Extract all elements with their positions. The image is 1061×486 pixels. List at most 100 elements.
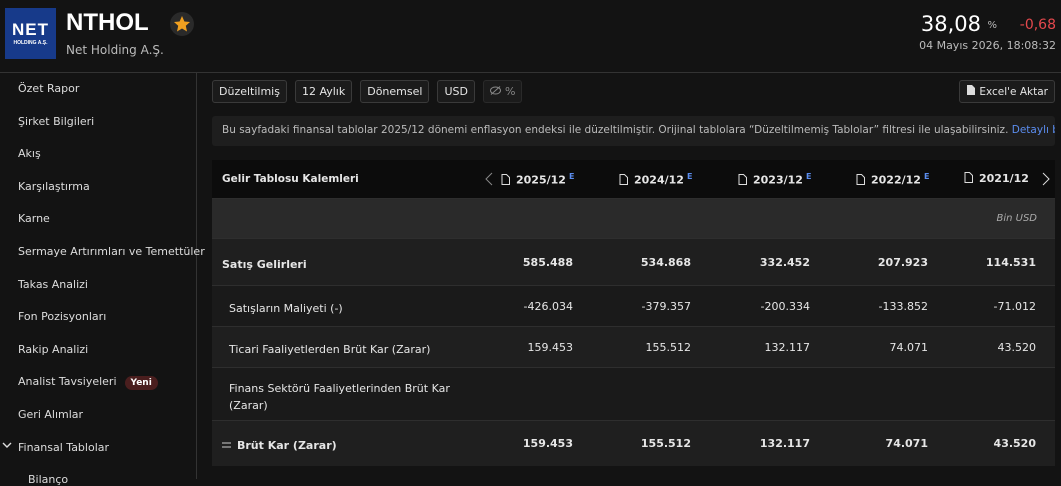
file-icon — [967, 85, 976, 95]
cell-value: 43.520 — [993, 437, 1036, 450]
sidebar-item[interactable]: Özet Rapor — [18, 82, 79, 95]
table-title: Gelir Tablosu Kalemleri — [222, 173, 359, 185]
notice-text: Bu sayfadaki finansal tablolar 2025/12 d… — [222, 124, 1009, 136]
file-icon — [738, 173, 747, 185]
cell-value: 114.531 — [985, 255, 1036, 269]
column-label: 2023/12 — [753, 173, 803, 187]
row-label: Satış Gelirleri — [222, 256, 452, 273]
sidebar-label: Özet Rapor — [18, 82, 80, 95]
sidebar-item[interactable]: Takas Analizi — [18, 278, 88, 291]
column-label: 2024/12 — [634, 173, 684, 187]
file-icon — [856, 173, 865, 185]
sidebar-item[interactable]: Rakip Analizi — [18, 343, 88, 356]
file-icon — [619, 173, 628, 185]
logo-main: NET — [12, 20, 49, 39]
cell-value: 132.117 — [759, 437, 810, 450]
file-icon — [501, 173, 510, 185]
row-label-text: Finans Sektörü Faaliyetlerinden Brüt Kar… — [229, 382, 450, 412]
cell-value: -133.852 — [878, 299, 928, 313]
cell-value: 155.512 — [645, 340, 692, 354]
eye-off-icon — [489, 86, 501, 95]
chevron-icon — [2, 440, 12, 453]
row-label-text: Brüt Kar (Zarar) — [237, 439, 337, 452]
row-label: Finans Sektörü Faaliyetlerinden Brüt Kar… — [229, 380, 459, 414]
scroll-left[interactable] — [485, 172, 493, 186]
logo: NET HOLDING A.Ş. — [5, 8, 56, 59]
sidebar: Özet Rapor Şirket Bilgileri Akış Karşılaştı… — [0, 72, 205, 486]
column-header[interactable]: 2024/12 E — [619, 172, 692, 187]
cell-value: -200.334 — [760, 299, 810, 313]
cell-value: 585.488 — [522, 255, 573, 269]
financial-table: Gelir Tablosu Kalemleri 2025/12 E 2024/12 E 2… — [212, 160, 1055, 479]
sidebar-label: Fon Pozisyonları — [18, 310, 107, 324]
column-label: 2021/12 — [979, 172, 1029, 185]
price-change: -0,68 — [1019, 17, 1056, 33]
change-unit: % — [987, 20, 997, 31]
sidebar-item[interactable]: Fon Pozisyonları — [18, 310, 106, 323]
star-icon — [174, 16, 190, 32]
sidebar-label: Şirket Bilgileri — [18, 114, 95, 128]
sidebar-item[interactable]: Akış — [18, 147, 41, 160]
row-label: Satışların Maliyeti (-) — [229, 300, 459, 317]
export-button[interactable]: Excel'e Aktar — [959, 80, 1055, 103]
unit-label: Bin USD — [996, 213, 1037, 224]
export-label: Excel'e Aktar — [979, 86, 1048, 98]
estimate-flag: E — [805, 172, 812, 181]
column-header[interactable]: 2021/12 — [964, 172, 1029, 185]
cell-value: 159.453 — [522, 437, 573, 450]
cell-value: 132.117 — [764, 340, 811, 354]
estimate-flag: E — [686, 172, 693, 181]
column-header[interactable]: 2025/12 E — [501, 172, 574, 187]
percent-toggle[interactable]: % — [482, 80, 523, 103]
table-row: Satış Gelirleri 585.488 534.868 332.452 207.… — [212, 238, 1055, 285]
filter-button[interactable]: Dönemsel — [360, 80, 430, 103]
cell-value: 207.923 — [877, 255, 928, 269]
column-header[interactable]: 2022/12 E — [856, 172, 929, 187]
row-label: Ticari Faaliyetlerden Brüt Kar (Zarar) — [229, 341, 459, 358]
column-header[interactable]: 2023/12 E — [738, 172, 811, 187]
sidebar-item[interactable]: Karşılaştırma — [18, 180, 90, 193]
logo-sub: HOLDING A.Ş. — [13, 40, 48, 46]
estimate-flag: E — [568, 172, 575, 181]
favorite-button[interactable] — [170, 12, 194, 36]
estimate-flag: E — [923, 172, 930, 181]
cell-value: -426.034 — [523, 299, 573, 313]
equals-icon — [222, 442, 231, 448]
column-label: 2022/12 — [871, 173, 921, 187]
sidebar-label: Geri Alımlar — [18, 408, 84, 421]
sidebar-item[interactable]: Finansal Tablolar — [2, 441, 109, 454]
cell-value: 43.520 — [997, 340, 1037, 354]
sidebar-label: Karşılaştırma — [18, 179, 90, 193]
scroll-right[interactable] — [1042, 172, 1050, 186]
sidebar-label: Sermaye Artırımları ve Temettüler — [18, 245, 205, 258]
sidebar-label: Takas Analizi — [18, 277, 88, 291]
notice: Bu sayfadaki finansal tablolar 2025/12 d… — [212, 116, 1055, 146]
divider — [197, 72, 1061, 73]
price: 38,08 — [920, 12, 981, 36]
sidebar-label: Karne — [18, 212, 50, 226]
filter-button[interactable]: 12 Aylık — [294, 80, 353, 103]
row-label-text: Ticari Faaliyetlerden Brüt Kar (Zarar) — [229, 342, 431, 356]
sidebar-item[interactable]: Şirket Bilgileri — [18, 115, 94, 128]
cell-value: 332.452 — [759, 255, 810, 269]
cell-value: -379.357 — [641, 299, 691, 313]
row-label-text: Satışların Maliyeti (-) — [229, 301, 343, 315]
file-icon — [964, 172, 973, 183]
table-header: Gelir Tablosu Kalemleri 2025/12 E 2024/12 E 2… — [212, 160, 1055, 198]
percent-label: % — [504, 85, 516, 98]
timestamp: 04 Mayıs 2026, 18:08:32 — [919, 39, 1056, 52]
cell-value: 74.071 — [889, 340, 929, 354]
ticker: NTHOL — [66, 9, 149, 36]
sidebar-item[interactable]: Geri Alımlar — [18, 408, 83, 421]
row-label-text: Satış Gelirleri — [222, 257, 307, 271]
filter-button[interactable]: Düzeltilmiş — [212, 80, 287, 103]
unit-row: Bin USD — [212, 198, 1055, 238]
sidebar-item[interactable]: Bilanço — [28, 473, 68, 486]
sidebar-item[interactable]: Karne — [18, 212, 50, 225]
company-name: Net Holding A.Ş. — [66, 43, 164, 57]
column-label: 2025/12 — [516, 173, 566, 187]
notice-link[interactable]: Detaylı bilgi — [1011, 124, 1055, 136]
sidebar-item[interactable]: Sermaye Artırımları ve Temettüler — [18, 245, 205, 258]
sidebar-item[interactable]: Analist Tavsiyeleri Yeni — [18, 375, 158, 391]
filter-button[interactable]: USD — [437, 80, 475, 103]
